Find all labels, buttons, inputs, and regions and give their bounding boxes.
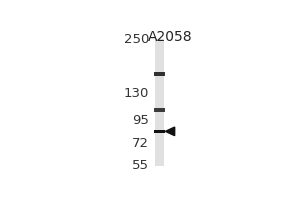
Text: 250: 250 xyxy=(124,33,149,46)
Bar xyxy=(155,39,164,166)
Text: 72: 72 xyxy=(132,137,149,150)
Bar xyxy=(154,130,165,133)
Text: 55: 55 xyxy=(132,159,149,172)
Bar xyxy=(154,72,165,76)
Text: A2058: A2058 xyxy=(148,30,192,44)
Bar xyxy=(154,108,165,112)
Polygon shape xyxy=(165,127,175,136)
Text: 130: 130 xyxy=(124,87,149,100)
Text: 95: 95 xyxy=(132,114,149,127)
